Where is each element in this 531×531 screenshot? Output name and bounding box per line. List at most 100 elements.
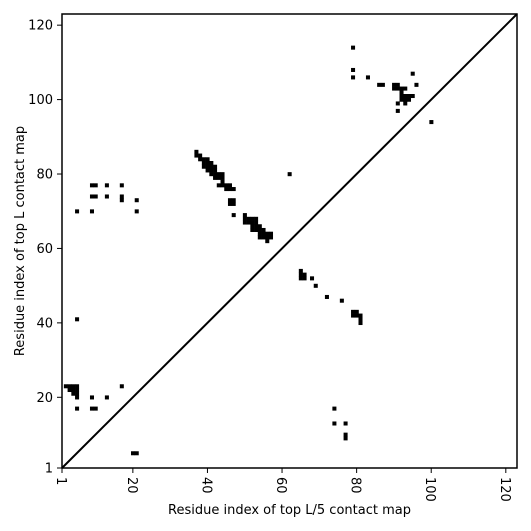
contact-point — [250, 220, 255, 225]
contact-point — [89, 194, 95, 199]
contact-point — [209, 172, 214, 177]
contact-point — [351, 45, 356, 50]
contact-point — [302, 276, 307, 281]
contact-point — [298, 268, 303, 273]
contact-point — [93, 194, 98, 199]
contact-point — [89, 395, 95, 400]
contact-point — [254, 227, 259, 233]
contact-point — [351, 309, 356, 314]
contact-point — [71, 387, 76, 393]
contact-point — [250, 216, 255, 221]
contact-point — [257, 224, 262, 229]
contact-point — [194, 149, 199, 154]
contact-point — [201, 160, 206, 166]
contact-point — [380, 82, 385, 87]
contact-point — [399, 86, 404, 91]
contact-point — [93, 183, 98, 188]
contact-point — [198, 153, 203, 158]
contact-point — [89, 209, 95, 214]
contact-point — [213, 175, 218, 180]
contact-point — [227, 198, 232, 203]
contact-point — [392, 82, 397, 87]
contact-point — [209, 168, 214, 173]
contact-point — [67, 384, 72, 389]
contact-point — [134, 209, 139, 214]
contact-point — [231, 187, 236, 192]
contact-point — [302, 272, 307, 277]
contact-point — [227, 183, 232, 188]
y-tick-label: 120 — [28, 19, 53, 34]
contact-point — [104, 183, 109, 188]
contact-point — [119, 194, 124, 199]
contact-point — [324, 294, 329, 299]
contact-point — [89, 183, 95, 188]
contact-point — [242, 220, 247, 225]
contact-point — [75, 406, 80, 411]
contact-point — [332, 406, 337, 411]
contact-point — [224, 183, 229, 188]
contact-point — [213, 168, 218, 173]
contact-point — [250, 224, 255, 229]
y-tick-label: 80 — [36, 168, 53, 183]
contact-point — [246, 216, 251, 221]
plot-frame — [61, 13, 518, 469]
contact-point — [351, 67, 356, 72]
y-axis-label: Residue index of top L contact map — [13, 126, 28, 356]
contact-point — [205, 160, 210, 166]
contact-point — [67, 387, 72, 393]
contact-point — [254, 216, 259, 221]
y-tick-label: 40 — [36, 316, 53, 331]
contact-point — [75, 387, 80, 393]
contact-point — [213, 172, 218, 177]
contact-point — [298, 276, 303, 281]
contact-point — [343, 421, 348, 426]
contact-point — [75, 391, 80, 396]
contact-point — [354, 309, 359, 314]
x-tick-label: 60 — [273, 477, 288, 494]
contact-point — [201, 157, 206, 162]
contact-point — [242, 216, 247, 221]
contact-point — [231, 198, 236, 203]
contact-point — [268, 235, 274, 240]
contact-point — [231, 213, 236, 218]
contact-point — [410, 71, 415, 76]
contact-point — [134, 198, 139, 203]
x-axis: 1 20 40 60 80 100 120 — [53, 468, 512, 502]
contact-point — [406, 94, 412, 99]
x-tick-label: 120 — [497, 477, 512, 502]
contact-point — [250, 227, 255, 233]
contact-point — [201, 164, 206, 169]
contact-point — [265, 235, 270, 240]
contact-point — [227, 201, 232, 206]
contact-point — [209, 164, 214, 169]
contact-point — [358, 321, 363, 326]
contact-point — [254, 224, 259, 229]
contact-point — [71, 391, 76, 396]
contact-point — [216, 183, 221, 188]
contact-point — [365, 75, 370, 80]
contact-point — [205, 164, 210, 169]
contact-point — [332, 421, 337, 426]
contact-point — [213, 164, 218, 169]
contact-point — [403, 86, 408, 91]
contact-point — [403, 94, 408, 99]
contact-point — [227, 187, 232, 192]
contact-point — [265, 231, 270, 236]
x-tick-label: 80 — [348, 477, 363, 494]
contact-point — [358, 317, 363, 322]
contact-point — [414, 82, 419, 87]
contact-point — [104, 395, 109, 400]
contact-point — [410, 94, 415, 99]
contact-point — [343, 436, 348, 441]
contact-point — [119, 384, 124, 389]
contact-point — [429, 120, 434, 125]
x-tick-label: 40 — [198, 477, 213, 494]
contact-point — [392, 86, 397, 91]
contact-point — [265, 239, 270, 244]
contact-point — [351, 313, 356, 318]
contact-point — [339, 298, 344, 303]
contact-point — [209, 160, 214, 166]
diagonal-line — [61, 13, 518, 469]
